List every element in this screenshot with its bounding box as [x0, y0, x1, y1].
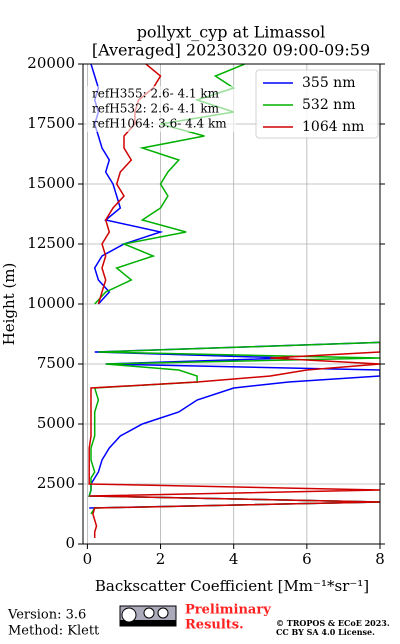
annotation: refH355: 2.6- 4.1 km: [92, 87, 220, 101]
notice: Results.: [185, 618, 244, 633]
legend-box: [255, 69, 379, 139]
x-tick-label: 8: [375, 550, 385, 568]
y-axis-label: Height (m): [0, 263, 18, 346]
chart-subtitle: [Averaged] 20230320 09:00-09:59: [92, 41, 370, 60]
y-tick-label: 20000: [27, 54, 75, 72]
x-axis-label: Backscatter Coefficient [Mm⁻¹*sr⁻¹]: [95, 577, 369, 595]
cc-logo-by: [143, 607, 155, 619]
copyright: © TROPOS & ECoE 2023.: [276, 618, 390, 628]
annotation-box: [86, 86, 236, 132]
notice: Preliminary: [185, 603, 271, 618]
y-tick-label: 17500: [27, 114, 75, 132]
y-tick-label: 0: [65, 534, 75, 552]
y-tick-label: 15000: [27, 174, 75, 192]
license: CC BY SA 4.0 License.: [276, 627, 375, 637]
x-tick-label: 4: [229, 550, 239, 568]
annotation: refH532: 2.6- 4.1 km: [92, 102, 220, 116]
y-tick-label: 12500: [27, 234, 75, 252]
legend-label: 355 nm: [302, 75, 355, 91]
chart-title: pollyxt_cyp at Limassol: [137, 23, 326, 42]
cc-logo-sa: [157, 607, 169, 619]
y-tick-label: 5000: [37, 414, 75, 432]
cc-logo-circle: [121, 607, 137, 623]
x-tick-label: 0: [83, 550, 93, 568]
version: Version: 3.6: [7, 608, 86, 623]
y-tick-label: 2500: [37, 474, 75, 492]
annotation: refH1064: 3.6- 4.4 km: [92, 117, 227, 131]
legend-label: 532 nm: [302, 97, 355, 113]
cc-logo-band: [120, 620, 176, 626]
x-tick-label: 2: [156, 550, 166, 568]
legend-label: 1064 nm: [302, 119, 364, 135]
method: Method: Klett: [8, 624, 100, 639]
y-tick-label: 7500: [37, 354, 75, 372]
x-tick-label: 6: [302, 550, 312, 568]
y-tick-label: 10000: [27, 294, 75, 312]
